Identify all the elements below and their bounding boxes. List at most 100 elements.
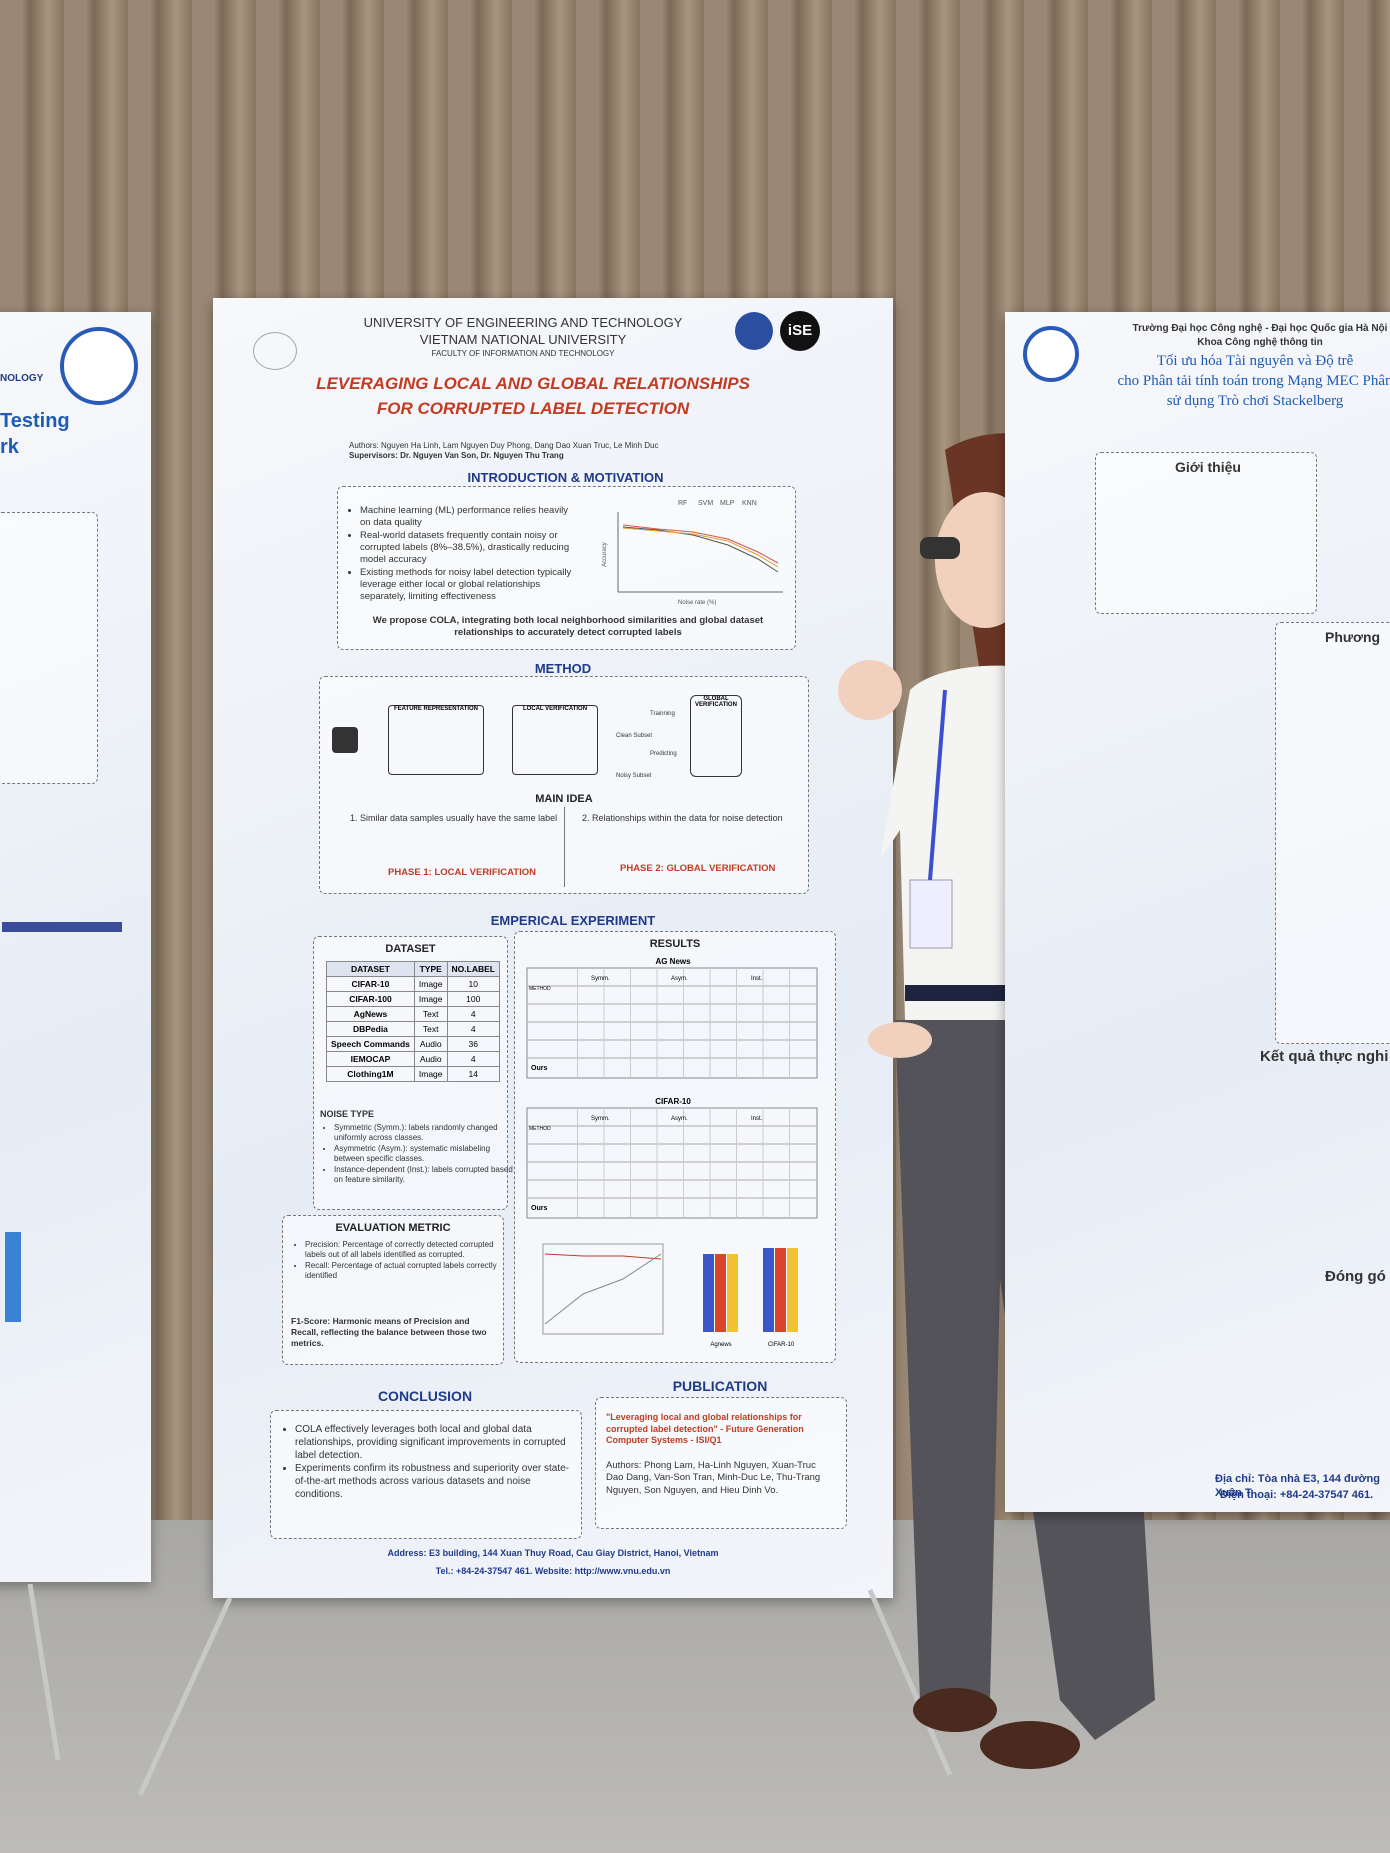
main-idea: MAIN IDEA <box>535 793 593 805</box>
metric-box: EVALUATION METRIC Precision: Percentage … <box>282 1215 504 1365</box>
bar-label: CIFAR-10 <box>768 1342 795 1348</box>
section: Phương <box>1325 629 1381 645</box>
parent-university: VIETNAM NATIONAL UNIVERSITY <box>419 332 627 347</box>
bullet: Machine learning (ML) performance relies… <box>360 505 580 530</box>
main-poster: iSE UNIVERSITY OF ENGINEERING AND TECHNO… <box>213 298 893 1598</box>
dataset-box: DATASET DATASET TYPE NO.LABEL CIFAR-10 Image… <box>313 936 513 1210</box>
hand <box>838 660 902 720</box>
title: LEVERAGING LOCAL AND GLOBAL RELATIONSHIP… <box>316 374 750 393</box>
panel <box>1275 622 1390 1044</box>
line-chart-frame <box>542 1243 664 1335</box>
column-label: METHOD <box>529 1126 551 1132</box>
subset: Clean Subset <box>616 733 653 739</box>
line <box>622 527 779 568</box>
contact: Tel.: +84-24-37547 461. Website: http://… <box>435 1566 671 1576</box>
stand-leg <box>137 1596 233 1797</box>
conclusion-list: COLA effectively leverages both local an… <box>281 1423 575 1501</box>
publication-box: "Leveraging local and global relationshi… <box>595 1397 847 1529</box>
group-label: Inst. <box>751 976 763 982</box>
section-heading: INTRODUCTION & MOTIVATION <box>467 470 664 485</box>
table-frame <box>526 1107 818 1219</box>
hand <box>868 1022 932 1058</box>
line <box>544 1253 662 1260</box>
arrow-label: Predicting <box>650 751 677 757</box>
cell: 4 <box>446 1021 500 1037</box>
title: sử dụng Trò chơi Stackelberg <box>1166 393 1344 409</box>
conclusion-item: Experiments confirm its robustness and s… <box>295 1462 575 1501</box>
title: cho Phân tải tính toán trong Mạng MEC Ph… <box>1117 373 1390 389</box>
stand-leg <box>27 1583 61 1761</box>
shoe <box>913 1688 997 1732</box>
right-poster: Trường Đại học Công nghệ - Đại học Quốc … <box>1005 312 1390 1512</box>
row: CIFAR-100 Image 100 <box>326 991 500 1007</box>
table-title: AG News <box>655 957 691 966</box>
results-box: RESULTS AG News METHOD Symm. Asym. Inst. Ours… <box>514 931 836 1363</box>
column-label: METHOD <box>529 986 551 992</box>
address: Address: E3 building, 144 Xuan Thuy Road… <box>387 1548 719 1558</box>
conclusion-box: COLA effectively leverages both local an… <box>270 1410 582 1539</box>
row: Speech Commands Audio 36 <box>326 1036 500 1052</box>
section-heading: METHOD <box>534 661 592 676</box>
line <box>622 526 779 573</box>
table-title: CIFAR-10 <box>655 1097 691 1106</box>
bar <box>703 1254 714 1332</box>
group-label: Asym. <box>671 1116 688 1122</box>
dataset-table: DATASET TYPE NO.LABEL CIFAR-10 Image 10 CIFAR-… <box>326 961 500 1082</box>
results-figures: AG News METHOD Symm. Asym. Inst. Ours CIFAR-10… <box>526 957 818 1348</box>
panel <box>0 512 98 784</box>
left-poster: NOLOGY Testing rk <box>0 312 151 1582</box>
cell: Speech Commands <box>326 1036 415 1052</box>
dataset-heading: DATASET <box>385 943 436 955</box>
divider <box>564 807 565 887</box>
block: LOCAL VERIFICATION <box>512 705 598 775</box>
header-row: DATASET TYPE NO.LABEL <box>326 961 500 977</box>
logo <box>1023 326 1079 382</box>
conclusion-item: COLA effectively leverages both local an… <box>295 1423 575 1462</box>
org: NOLOGY <box>0 373 44 384</box>
logo: iSE <box>780 311 820 351</box>
logo <box>253 332 297 370</box>
metric-item: Precision: Percentage of correctly detec… <box>305 1240 505 1261</box>
bar <box>763 1248 774 1332</box>
section: Kết quả thực nghi <box>1260 1048 1389 1065</box>
accuracy-chart: RF SVM MLP KNN Noise rate (%) Accuracy <box>602 500 783 606</box>
line <box>544 1253 662 1325</box>
bullet: Real-world datasets frequently contain n… <box>360 530 580 567</box>
title: Testing <box>0 410 70 432</box>
database-icon <box>332 727 358 753</box>
block: FEATURE REPRESENTATION <box>388 705 484 775</box>
header: Khoa Công nghệ thông tin <box>1197 337 1323 348</box>
bar <box>2 922 122 932</box>
row-label: Ours <box>531 1065 547 1072</box>
section-heading: CONCLUSION <box>377 1388 473 1404</box>
stand-leg <box>867 1589 953 1776</box>
subset: Noisy Subset <box>616 773 652 779</box>
group-label: Asym. <box>671 976 688 982</box>
noise-heading: NOISE TYPE <box>320 1109 375 1119</box>
bullet: Existing methods for noisy label detecti… <box>360 567 580 604</box>
intro-box: Machine learning (ML) performance relies… <box>337 486 796 650</box>
supervisors: Supervisors: Dr. Nguyen Van Son, Dr. Ngu… <box>349 451 564 460</box>
metric-list: Precision: Percentage of correctly detec… <box>291 1240 505 1282</box>
bar <box>5 1232 21 1322</box>
title: FOR CORRUPTED LABEL DETECTION <box>376 399 690 418</box>
phase: PHASE 2: GLOBAL VERIFICATION <box>620 863 776 874</box>
footer: Điện thoại: +84-24-37547 461. <box>1220 1489 1374 1501</box>
method-box: FEATURE REPRESENTATION LOCAL VERIFICATIO… <box>319 676 809 894</box>
y-label: Accuracy <box>602 542 608 567</box>
glasses <box>920 537 960 559</box>
faculty: FACULTY OF INFORMATION AND TECHNOLOGY <box>431 349 615 358</box>
arrow-label: Trainning <box>650 711 675 717</box>
section: Giới thiệu <box>1175 459 1241 475</box>
title: Tối ưu hóa Tài nguyên và Độ trễ <box>1156 353 1354 369</box>
idea: 1. Similar data samples usually have the… <box>350 813 558 823</box>
idea: 2. Relationships within the data for noi… <box>582 813 783 823</box>
x-label: Noise rate (%) <box>678 600 716 606</box>
title: rk <box>0 436 19 458</box>
section-heading: PUBLICATION <box>672 1378 768 1394</box>
line <box>622 524 779 564</box>
group-label: Inst. <box>751 1116 763 1122</box>
cell: 14 <box>446 1066 500 1082</box>
bar <box>787 1248 798 1332</box>
